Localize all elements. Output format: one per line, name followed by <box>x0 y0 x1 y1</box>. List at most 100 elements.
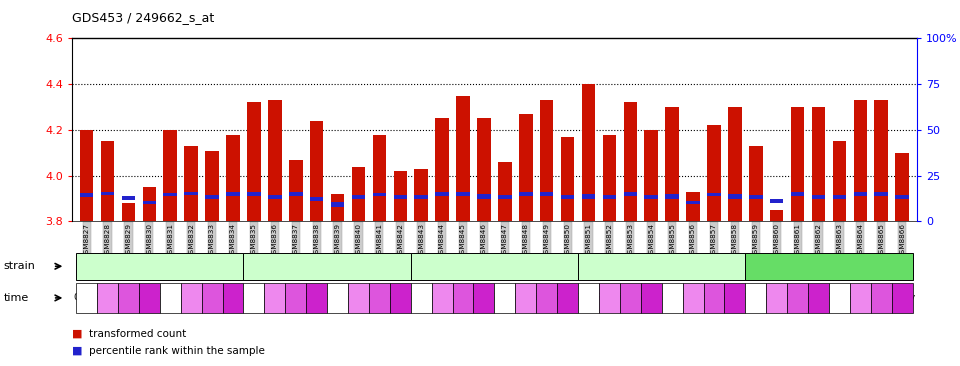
Bar <box>665 194 679 198</box>
Bar <box>351 167 365 221</box>
Text: 7 day: 7 day <box>221 294 246 302</box>
Bar <box>143 201 156 204</box>
Text: lfy-12: lfy-12 <box>311 261 343 271</box>
Text: ft-2: ft-2 <box>819 261 839 271</box>
Bar <box>498 195 512 198</box>
Bar <box>875 192 888 196</box>
Bar <box>728 194 742 198</box>
Bar <box>686 201 700 204</box>
Text: 5 day: 5 day <box>200 294 225 302</box>
Bar <box>644 130 658 221</box>
Text: ■: ■ <box>72 329 83 339</box>
Text: 5 day: 5 day <box>534 294 560 302</box>
Text: 7 day: 7 day <box>555 294 580 302</box>
Bar <box>519 192 533 196</box>
Text: GDS453 / 249662_s_at: GDS453 / 249662_s_at <box>72 11 214 24</box>
Bar <box>101 141 114 221</box>
Text: co-2: co-2 <box>650 261 674 271</box>
Text: 7 day: 7 day <box>638 294 664 302</box>
Bar <box>289 192 302 196</box>
Text: 0 day: 0 day <box>576 294 601 302</box>
Bar <box>791 192 804 196</box>
Bar <box>770 199 783 203</box>
Bar <box>101 192 114 195</box>
Text: 0 day: 0 day <box>827 294 852 302</box>
Text: 0 day: 0 day <box>409 294 434 302</box>
Text: 3 day: 3 day <box>764 294 789 302</box>
Bar <box>540 100 554 221</box>
Bar <box>603 134 616 221</box>
Text: 0 day: 0 day <box>492 294 517 302</box>
Text: 7 day: 7 day <box>722 294 748 302</box>
Text: transformed count: transformed count <box>89 329 186 339</box>
Bar <box>561 195 574 198</box>
Bar <box>832 141 846 221</box>
Text: 0 day: 0 day <box>74 294 99 302</box>
Text: 5 day: 5 day <box>785 294 810 302</box>
Bar <box>749 195 762 198</box>
Bar <box>875 100 888 221</box>
Text: 3 day: 3 day <box>429 294 455 302</box>
Bar <box>582 84 595 221</box>
Bar <box>331 202 345 206</box>
Bar <box>372 134 386 221</box>
Text: 5 day: 5 day <box>116 294 141 302</box>
Text: 0 day: 0 day <box>743 294 768 302</box>
Text: Ler wild type: Ler wild type <box>459 261 530 271</box>
Text: 5 day: 5 day <box>869 294 894 302</box>
Text: ■: ■ <box>72 346 83 356</box>
Text: 3 day: 3 day <box>95 294 120 302</box>
Text: 3 day: 3 day <box>514 294 539 302</box>
Bar <box>540 192 554 196</box>
Text: 0 day: 0 day <box>324 294 350 302</box>
Text: 0 day: 0 day <box>660 294 684 302</box>
Bar <box>708 125 721 221</box>
Bar <box>163 193 177 196</box>
Bar <box>896 195 909 198</box>
Bar <box>415 195 428 198</box>
Bar <box>435 119 449 221</box>
Text: 3 day: 3 day <box>848 294 873 302</box>
Bar <box>791 107 804 221</box>
Bar <box>268 100 281 221</box>
Text: 7 day: 7 day <box>304 294 329 302</box>
Text: 0 day: 0 day <box>157 294 183 302</box>
Bar <box>708 193 721 196</box>
Bar <box>812 195 826 198</box>
Bar <box>686 192 700 221</box>
Bar <box>749 146 762 221</box>
Bar <box>728 107 742 221</box>
Bar <box>770 210 783 221</box>
Bar <box>351 195 365 198</box>
Bar <box>310 121 324 221</box>
Bar <box>896 153 909 221</box>
Bar <box>247 192 261 196</box>
Text: Col-0 wild type: Col-0 wild type <box>118 261 202 271</box>
Bar <box>268 195 281 198</box>
Bar <box>122 196 135 200</box>
Bar <box>582 194 595 198</box>
Bar <box>853 100 867 221</box>
Text: 7 day: 7 day <box>471 294 496 302</box>
Text: 5 day: 5 day <box>450 294 475 302</box>
Bar <box>498 162 512 221</box>
Bar <box>456 192 469 196</box>
Text: 3 day: 3 day <box>179 294 204 302</box>
Bar <box>812 107 826 221</box>
Bar <box>143 187 156 221</box>
Bar <box>394 171 407 221</box>
Bar <box>561 137 574 221</box>
Bar <box>184 146 198 221</box>
Bar <box>665 107 679 221</box>
Bar <box>205 150 219 221</box>
Text: 5 day: 5 day <box>283 294 308 302</box>
Bar <box>624 102 637 221</box>
Text: 7 day: 7 day <box>805 294 831 302</box>
Text: 7 day: 7 day <box>388 294 413 302</box>
Bar <box>372 193 386 196</box>
Bar <box>227 192 240 196</box>
Bar <box>289 160 302 221</box>
Text: 0 day: 0 day <box>241 294 267 302</box>
Text: 3 day: 3 day <box>597 294 622 302</box>
Bar <box>644 195 658 198</box>
